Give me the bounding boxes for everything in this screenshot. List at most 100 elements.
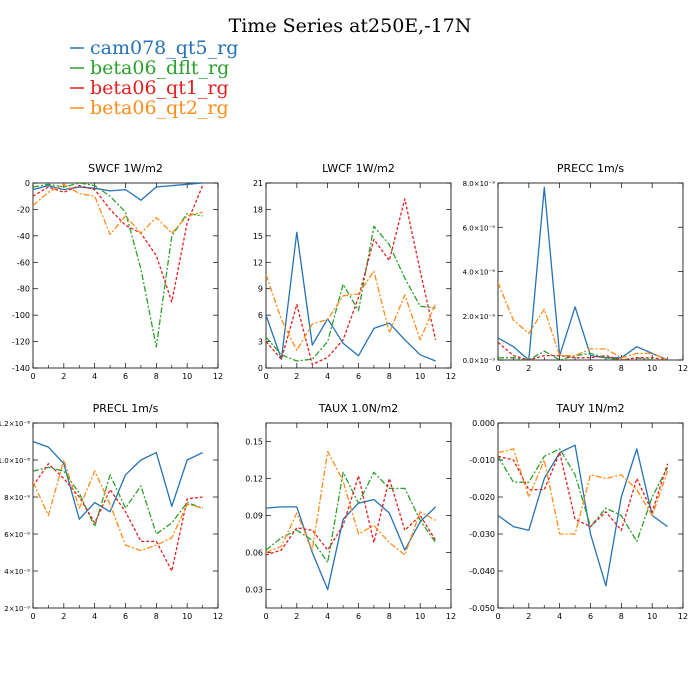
series-line-0 bbox=[33, 440, 203, 520]
x-tick-label: 12 bbox=[446, 612, 456, 621]
panel-5: TAUY 1N/m2 0 2 4 6 8 10 12 0.000 -0.010 -0.020 -0.0… bbox=[469, 402, 688, 621]
y-tick-label: 0.03 bbox=[245, 586, 263, 595]
y-tick-label: 4×10⁻⁹ bbox=[4, 568, 30, 576]
y-tick-label: -40 bbox=[17, 232, 30, 241]
legend-label-1: beta06_dflt_rg bbox=[90, 57, 229, 79]
plot-frame bbox=[32, 422, 219, 609]
plot-frame bbox=[497, 422, 684, 609]
y-tick-label: 6.0×10⁻⁹ bbox=[463, 224, 496, 232]
x-tick-label: 10 bbox=[415, 612, 425, 621]
y-tick-label: 8.0×10⁻⁹ bbox=[463, 180, 496, 188]
y-tick-label: 15 bbox=[253, 232, 263, 241]
series-line-2 bbox=[266, 198, 437, 366]
x-tick-label: 0 bbox=[30, 612, 35, 621]
series-line-3 bbox=[33, 183, 203, 236]
panel-title: TAUX 1.0N/m2 bbox=[318, 402, 399, 415]
panel-title: PRECL 1m/s bbox=[93, 402, 159, 415]
series-line-3 bbox=[266, 450, 436, 556]
panel-title: TAUY 1N/m2 bbox=[555, 402, 624, 415]
panel-title: PRECC 1m/s bbox=[557, 162, 625, 175]
series-line-1 bbox=[33, 183, 203, 348]
y-tick-label: -120 bbox=[12, 338, 30, 347]
x-tick-label: 0 bbox=[495, 364, 500, 373]
x-tick-label: 12 bbox=[213, 612, 223, 621]
y-tick-label: -60 bbox=[17, 258, 30, 267]
y-tick-label: 9 bbox=[258, 285, 263, 294]
x-tick-label: 12 bbox=[678, 612, 688, 621]
series-line-0 bbox=[33, 183, 203, 201]
y-tick-label: 0.15 bbox=[245, 438, 263, 447]
x-tick-label: 10 bbox=[647, 364, 657, 373]
y-tick-label: 12 bbox=[253, 258, 263, 267]
x-tick-label: 12 bbox=[678, 364, 688, 373]
series-line-0 bbox=[266, 498, 437, 591]
x-tick-label: 0 bbox=[263, 372, 268, 381]
legend-label-2: beta06_qt1_rg bbox=[90, 77, 229, 99]
series-line-1 bbox=[266, 471, 437, 564]
y-tick-label: 0.06 bbox=[245, 549, 263, 558]
x-tick-label: 12 bbox=[213, 372, 223, 381]
series-line-1 bbox=[498, 350, 668, 360]
y-tick-label: 0.0×10⁻⁹ bbox=[463, 357, 496, 365]
figure-title: Time Series at250E,-17N bbox=[229, 15, 472, 37]
x-tick-label: 4 bbox=[557, 364, 562, 373]
x-tick-label: 2 bbox=[526, 612, 531, 621]
series-line-3 bbox=[498, 448, 669, 535]
series-line-3 bbox=[498, 282, 668, 360]
x-tick-label: 2 bbox=[61, 612, 66, 621]
y-tick-label: 21 bbox=[253, 179, 263, 188]
y-tick-label: -20 bbox=[17, 205, 30, 214]
y-tick-label: 3 bbox=[258, 338, 263, 347]
panel-0: SWCF 1W/m2 0 2 4 6 8 10 12 0 -20 -40 -60 -80 -100 -120… bbox=[12, 162, 223, 381]
series-line-3 bbox=[266, 270, 437, 352]
panel-4: TAUX 1.0N/m2 0 2 4 6 8 10 12 0.03 0.06 0.09 0.12 0.1… bbox=[245, 402, 456, 621]
series-line-2 bbox=[498, 341, 668, 360]
y-tick-label: 6 bbox=[258, 311, 263, 320]
y-tick-label: -0.010 bbox=[469, 456, 495, 465]
panels: SWCF 1W/m2 0 2 4 6 8 10 12 0 -20 -40 -60 -80 -100 -120… bbox=[0, 162, 688, 621]
y-tick-label: 1.2×10⁻⁸ bbox=[0, 420, 30, 428]
y-tick-label: -0.020 bbox=[469, 493, 495, 502]
x-tick-label: 10 bbox=[182, 612, 192, 621]
x-tick-label: 8 bbox=[619, 612, 624, 621]
plot-frame bbox=[265, 182, 452, 369]
y-tick-label: 18 bbox=[253, 205, 263, 214]
series-line-2 bbox=[266, 475, 437, 556]
y-tick-label: 0 bbox=[258, 364, 263, 373]
y-tick-label: 0.09 bbox=[245, 512, 263, 521]
x-tick-label: 4 bbox=[557, 612, 562, 621]
x-tick-label: 6 bbox=[123, 372, 128, 381]
y-tick-label: 4.0×10⁻⁹ bbox=[463, 269, 496, 277]
x-tick-label: 6 bbox=[356, 372, 361, 381]
panel-3: PRECL 1m/s 0 2 4 6 8 10 12 2×10⁻⁹ 4×10⁻⁹ 6×10⁻⁹ 8×1… bbox=[0, 402, 223, 621]
x-tick-label: 8 bbox=[387, 612, 392, 621]
x-tick-label: 8 bbox=[154, 372, 159, 381]
plot-frame bbox=[265, 422, 452, 609]
y-tick-label: 0.12 bbox=[245, 475, 263, 484]
legend-label-0: cam078_qt5_rg bbox=[90, 37, 238, 59]
series-line-0 bbox=[498, 444, 668, 587]
x-tick-label: 4 bbox=[325, 612, 330, 621]
y-tick-label: -80 bbox=[17, 285, 30, 294]
x-tick-label: 0 bbox=[263, 612, 268, 621]
y-tick-label: 6×10⁻⁹ bbox=[4, 531, 30, 539]
y-tick-label: -0.030 bbox=[469, 530, 495, 539]
y-tick-label: -0.050 bbox=[469, 604, 495, 613]
series-line-2 bbox=[33, 463, 203, 572]
y-tick-label: 1.0×10⁻⁸ bbox=[0, 457, 30, 465]
x-tick-label: 6 bbox=[588, 364, 593, 373]
x-tick-label: 6 bbox=[123, 612, 128, 621]
x-tick-label: 0 bbox=[495, 612, 500, 621]
plot-frame bbox=[497, 182, 684, 361]
x-tick-label: 2 bbox=[61, 372, 66, 381]
x-tick-label: 10 bbox=[647, 612, 657, 621]
panel-1: LWCF 1W/m2 0 2 4 6 8 10 12 0 3 6 9 12 15 18 21 bbox=[253, 162, 456, 381]
series-line-1 bbox=[33, 466, 203, 535]
x-tick-label: 8 bbox=[619, 364, 624, 373]
x-tick-label: 8 bbox=[387, 372, 392, 381]
x-tick-label: 2 bbox=[294, 372, 299, 381]
series-line-0 bbox=[498, 186, 668, 360]
series-line-1 bbox=[266, 225, 436, 362]
x-tick-label: 0 bbox=[30, 372, 35, 381]
